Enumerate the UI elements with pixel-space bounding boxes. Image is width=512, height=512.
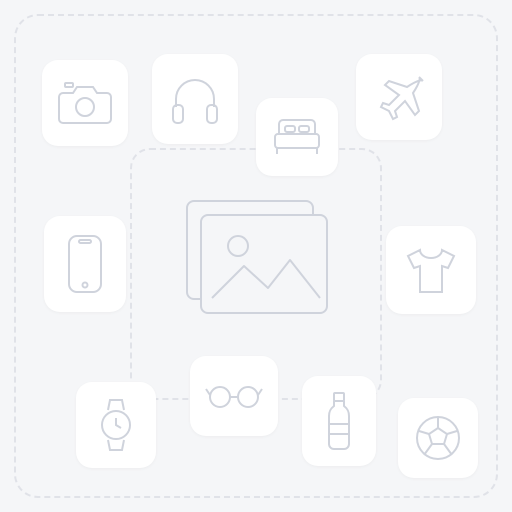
camera-icon bbox=[57, 79, 113, 127]
tile-tshirt bbox=[386, 226, 476, 314]
bottle-icon bbox=[323, 390, 355, 452]
tshirt-icon bbox=[402, 244, 460, 296]
tile-airplane bbox=[356, 54, 442, 140]
glasses-icon bbox=[204, 381, 264, 411]
tile-phone bbox=[44, 216, 126, 312]
phone-icon bbox=[65, 232, 105, 296]
tile-glasses bbox=[190, 356, 278, 436]
tile-watch bbox=[76, 382, 156, 468]
headphones-icon bbox=[168, 71, 222, 127]
bed-icon bbox=[271, 116, 323, 158]
tile-bed bbox=[256, 98, 338, 176]
ball-icon bbox=[413, 413, 463, 463]
image-placeholder bbox=[186, 200, 326, 316]
tile-camera bbox=[42, 60, 128, 146]
image-placeholder-front bbox=[200, 214, 328, 314]
tile-bottle bbox=[302, 376, 376, 466]
tile-ball bbox=[398, 398, 478, 478]
airplane-icon bbox=[371, 69, 427, 125]
watch-icon bbox=[95, 396, 137, 454]
tile-headphones bbox=[152, 54, 238, 144]
